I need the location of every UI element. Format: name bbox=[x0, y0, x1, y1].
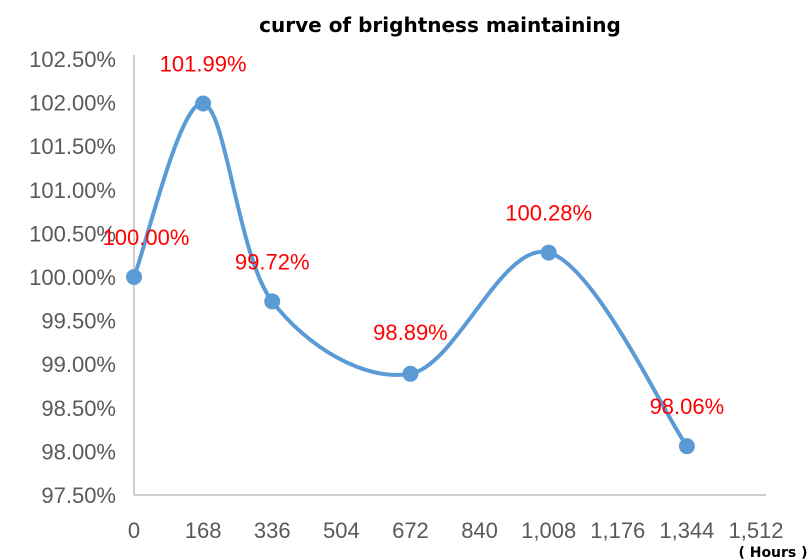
x-tick-label: 1,008 bbox=[521, 518, 576, 543]
y-tick-label: 98.00% bbox=[41, 439, 116, 464]
series-line bbox=[132, 101, 689, 449]
data-label: 100.00% bbox=[103, 225, 190, 250]
x-tick-label: 504 bbox=[323, 518, 360, 543]
data-point bbox=[195, 95, 212, 112]
data-point bbox=[678, 438, 695, 455]
data-point bbox=[540, 244, 557, 261]
y-tick-label: 97.50% bbox=[41, 483, 116, 508]
x-tick-label: 0 bbox=[128, 518, 140, 543]
x-tick-label: 1,344 bbox=[659, 518, 714, 543]
y-tick-labels: 97.50% 98.00% 98.50% 99.00% 99.50% 100.00% 100… bbox=[29, 47, 116, 508]
data-point bbox=[126, 269, 142, 285]
y-tick-label: 98.50% bbox=[41, 396, 116, 421]
y-tick-label: 101.50% bbox=[29, 134, 116, 159]
y-tick-label: 99.00% bbox=[41, 352, 116, 377]
x-tick-label: 168 bbox=[185, 518, 222, 543]
x-axis-unit-label: ( Hours ) bbox=[738, 545, 807, 560]
x-tick-label: 1,512 bbox=[728, 518, 783, 543]
data-label: 99.72% bbox=[235, 249, 310, 274]
x-tick-label: 840 bbox=[461, 518, 498, 543]
data-point bbox=[402, 365, 419, 382]
y-tick-label: 102.50% bbox=[29, 47, 116, 72]
axes bbox=[133, 55, 766, 496]
data-label: 98.89% bbox=[373, 320, 448, 345]
y-tick-label: 101.00% bbox=[29, 178, 116, 203]
y-tick-label: 102.00% bbox=[29, 91, 116, 116]
data-labels: 100.00% 101.99% 99.72% 98.89% 100.28% 98.06% bbox=[103, 51, 725, 419]
x-tick-labels: 0 168 336 504 672 840 1,008 1,176 1,344 1,512 bbox=[128, 518, 784, 543]
data-label: 98.06% bbox=[650, 394, 725, 419]
y-tick-label: 100.00% bbox=[29, 265, 116, 290]
data-points bbox=[126, 95, 695, 455]
y-tick-label: 99.50% bbox=[41, 309, 116, 334]
data-point bbox=[264, 293, 281, 310]
chart-title: curve of brightness maintaining bbox=[259, 13, 621, 37]
x-tick-label: 1,176 bbox=[590, 518, 645, 543]
data-label: 100.28% bbox=[505, 201, 592, 226]
x-tick-label: 336 bbox=[254, 518, 291, 543]
x-tick-label: 672 bbox=[392, 518, 429, 543]
y-tick-label: 100.50% bbox=[29, 221, 116, 246]
data-label: 101.99% bbox=[160, 51, 247, 76]
